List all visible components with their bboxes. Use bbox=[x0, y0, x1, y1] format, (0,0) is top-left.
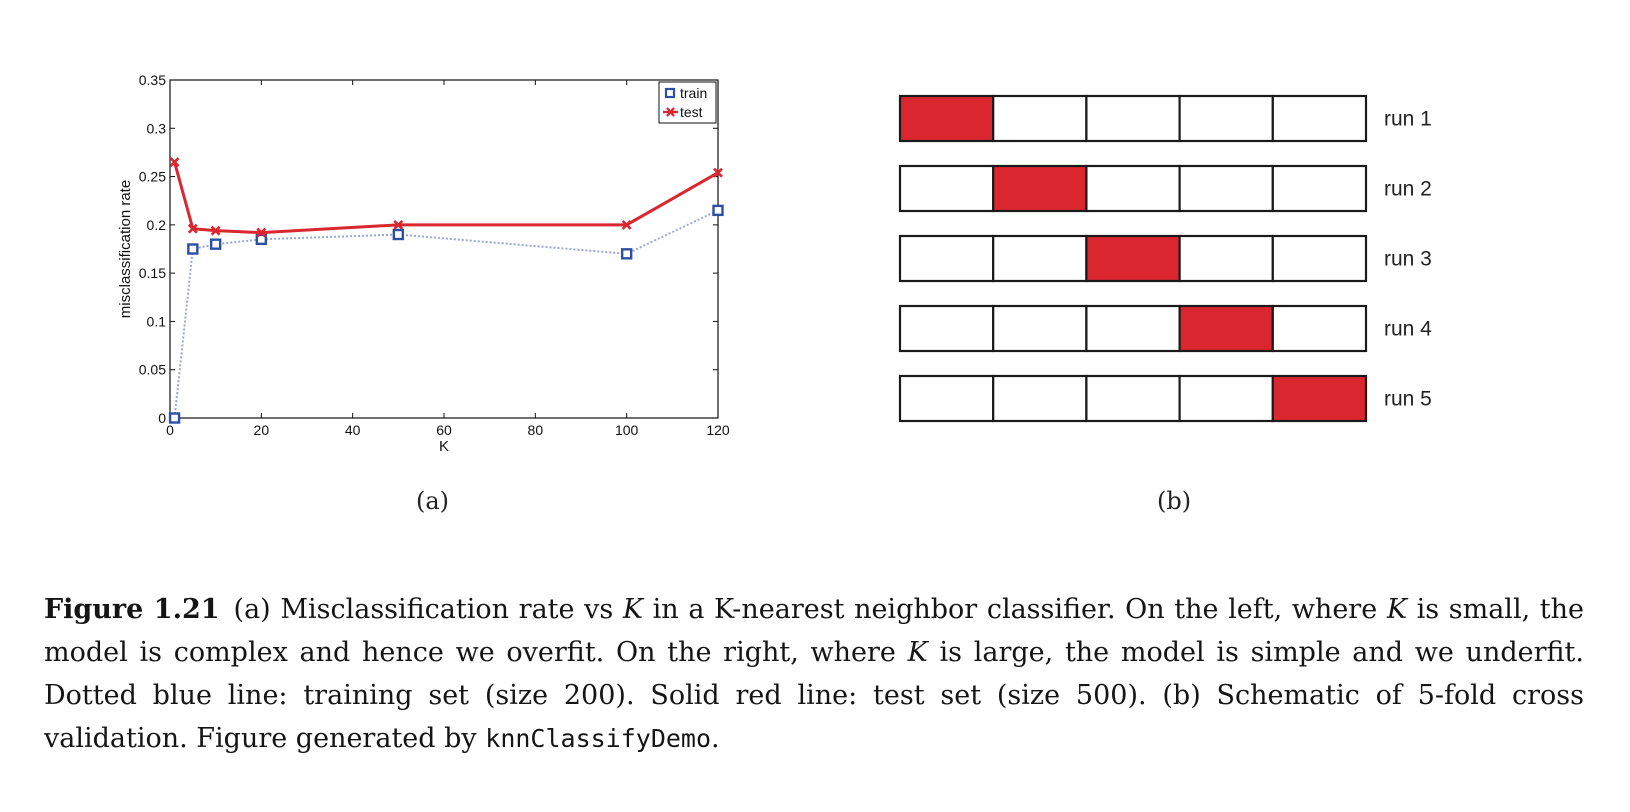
x-tick-label: 20 bbox=[254, 422, 270, 438]
caption-figure-number: Figure 1.21 bbox=[44, 594, 220, 625]
train-fold-cell bbox=[898, 164, 995, 213]
y-tick-label: 0 bbox=[158, 410, 166, 426]
data-point-train bbox=[392, 228, 405, 241]
x-tick-label: 80 bbox=[528, 422, 544, 438]
data-point-test bbox=[621, 219, 632, 230]
train-fold-cell bbox=[1271, 94, 1368, 143]
data-point-test bbox=[393, 219, 404, 230]
train-fold-cell bbox=[992, 234, 1088, 283]
train-fold-cell bbox=[1178, 94, 1274, 143]
data-point-train bbox=[620, 248, 633, 260]
cv-run-row: run 1 bbox=[898, 94, 1432, 143]
cv-run-row: run 2 bbox=[898, 164, 1432, 213]
y-tick-label: 0.25 bbox=[139, 169, 166, 185]
data-point-train bbox=[187, 243, 199, 255]
caption-math-k: K bbox=[907, 637, 928, 668]
test-fold-cell bbox=[1271, 374, 1368, 423]
marker-stroke bbox=[393, 219, 404, 230]
caption-text: is large, the model is simple and we und… bbox=[44, 637, 1584, 754]
data-point-test bbox=[256, 227, 267, 238]
run-label: run 4 bbox=[1384, 318, 1432, 341]
marker-stroke bbox=[169, 157, 180, 168]
chart-series bbox=[168, 157, 724, 424]
y-tick-label: 0.35 bbox=[139, 72, 166, 88]
x-tick-label: 100 bbox=[615, 422, 639, 438]
data-point-test bbox=[169, 157, 180, 168]
marker-stroke bbox=[256, 227, 267, 238]
x-tick-label: 0 bbox=[166, 422, 174, 438]
caption-math-k: K bbox=[1386, 594, 1407, 625]
caption-text: in a K-nearest neighbor classifier. On t… bbox=[643, 594, 1387, 625]
run-label: run 5 bbox=[1384, 388, 1432, 411]
chart-ticks: 0 20 40 60 80 100 120 0 0.05 0.1 0.15 0.2 0.25 0.3 0.3… bbox=[139, 72, 730, 438]
legend-marker-test bbox=[666, 107, 675, 117]
data-point-test bbox=[210, 225, 221, 236]
train-fold-cell bbox=[1178, 234, 1274, 283]
run-label: run 1 bbox=[1384, 108, 1432, 131]
subfigure-label-a: (a) bbox=[416, 487, 450, 515]
cv-run-row: run 5 bbox=[898, 374, 1432, 423]
train-fold-cell bbox=[898, 234, 995, 283]
caption-math-k: K bbox=[622, 594, 644, 625]
data-point-train bbox=[168, 412, 181, 424]
train-fold-cell bbox=[1178, 164, 1274, 213]
x-tick-label: 40 bbox=[345, 422, 361, 438]
train-fold-cell bbox=[1271, 164, 1368, 213]
marker-stroke bbox=[621, 219, 632, 230]
caption-text: . bbox=[711, 723, 720, 754]
train-fold-cell bbox=[992, 304, 1088, 353]
figure-caption: Figure 1.21 (a) Misclassification rate vs… bbox=[44, 588, 1584, 760]
test-fold-cell bbox=[1178, 304, 1274, 353]
data-point-train bbox=[255, 233, 268, 246]
marker-stroke bbox=[187, 223, 198, 234]
y-tick-label: 0.2 bbox=[147, 217, 167, 233]
train-fold-cell bbox=[1085, 164, 1181, 213]
train-fold-cell bbox=[1178, 374, 1274, 423]
legend-label-test: test bbox=[680, 104, 703, 120]
train-fold-cell bbox=[1085, 374, 1181, 423]
train-fold-cell bbox=[1271, 304, 1368, 353]
x-tick-label: 60 bbox=[436, 422, 452, 438]
data-point-test bbox=[713, 167, 723, 178]
train-fold-cell bbox=[1085, 304, 1181, 353]
x-axis-label: K bbox=[439, 438, 449, 455]
caption-text: is small, the model is complex and hence… bbox=[44, 594, 1585, 668]
subfigure-label-b: (b) bbox=[1157, 487, 1192, 515]
run-label: run 2 bbox=[1384, 178, 1432, 201]
run-label: run 3 bbox=[1384, 248, 1432, 271]
caption-code-name: knnClassifyDemo bbox=[485, 724, 712, 753]
marker-stroke bbox=[210, 225, 221, 236]
y-tick-label: 0.15 bbox=[139, 265, 166, 281]
test-fold-cell bbox=[898, 94, 995, 143]
test-fold-cell bbox=[1085, 234, 1181, 283]
y-tick-label: 0.1 bbox=[147, 313, 167, 329]
train-fold-cell bbox=[1085, 94, 1181, 143]
test-fold-cell bbox=[992, 164, 1088, 213]
data-point-train bbox=[209, 238, 222, 250]
y-tick-label: 0.3 bbox=[147, 120, 167, 136]
y-axis-label: misclassification rate bbox=[117, 180, 134, 318]
train-fold-cell bbox=[898, 374, 995, 423]
data-point-test bbox=[187, 223, 198, 234]
legend-label-train: train bbox=[680, 85, 707, 101]
cv-run-row: run 4 bbox=[898, 304, 1432, 353]
chart-legend: train test bbox=[658, 81, 717, 124]
x-tick-label: 120 bbox=[706, 422, 730, 438]
y-tick-label: 0.05 bbox=[139, 362, 166, 378]
marker-stroke bbox=[713, 167, 723, 178]
train-fold-cell bbox=[992, 94, 1088, 143]
caption-text: (a) Misclassification rate vs bbox=[233, 594, 623, 625]
train-fold-cell bbox=[1271, 234, 1368, 283]
data-point-train bbox=[712, 204, 724, 217]
cv-run-row: run 3 bbox=[898, 234, 1432, 283]
train-fold-cell bbox=[992, 374, 1088, 423]
train-fold-cell bbox=[898, 304, 995, 353]
legend-marker-train bbox=[664, 87, 676, 99]
